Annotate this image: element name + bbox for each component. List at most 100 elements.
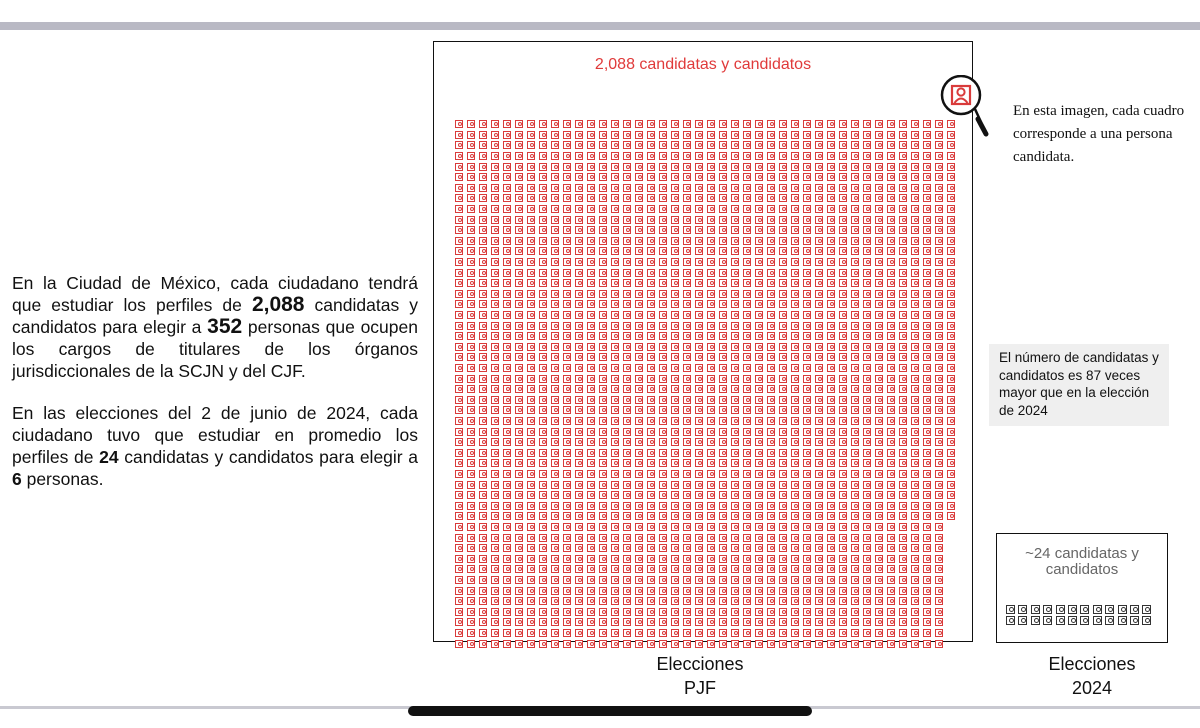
candidate-square [935, 459, 943, 468]
candidate-square [479, 258, 487, 266]
candidate-square [479, 332, 487, 341]
candidate-square [599, 448, 607, 457]
candidate-square [623, 300, 631, 309]
candidate-square [923, 501, 931, 510]
candidate-square [755, 364, 763, 372]
candidate-square-2024 [1068, 605, 1077, 614]
candidate-square [671, 417, 679, 425]
candidate-square [887, 374, 895, 383]
candidate-square [491, 597, 499, 606]
candidate-square [467, 427, 475, 436]
candidate-square [671, 311, 679, 319]
candidate-square [551, 523, 559, 531]
candidate-square [875, 374, 883, 383]
candidate-square [815, 141, 823, 150]
candidate-square [887, 501, 895, 510]
candidate-square [911, 639, 919, 648]
candidate-square [779, 459, 787, 468]
candidate-square [731, 523, 739, 531]
candidate-square [623, 533, 631, 542]
candidate-square [587, 332, 595, 341]
candidate-square [731, 459, 739, 468]
candidate-square [455, 395, 463, 404]
candidate-square [599, 300, 607, 309]
candidate-square [671, 406, 679, 415]
candidate-square [635, 597, 643, 606]
candidate-square [527, 491, 535, 500]
candidate-square [791, 385, 799, 394]
candidate-square [803, 130, 811, 139]
candidate-square [923, 395, 931, 404]
candidate-square [527, 607, 535, 616]
candidate-square [707, 226, 715, 235]
candidate-square [515, 554, 523, 563]
candidate-square [491, 438, 499, 447]
candidate-square [539, 173, 547, 182]
candidate-square [671, 554, 679, 563]
candidate-square [563, 236, 571, 245]
candidate-square [611, 321, 619, 330]
candidate-square [539, 544, 547, 553]
candidate-square [455, 321, 463, 330]
candidate-square [659, 438, 667, 447]
candidate-square [455, 491, 463, 500]
candidate-square [467, 607, 475, 616]
candidate-square [911, 183, 919, 192]
candidate-square [923, 205, 931, 213]
candidate-square [923, 300, 931, 309]
candidate-square [923, 459, 931, 468]
candidate-square [947, 130, 955, 139]
candidate-square [767, 491, 775, 500]
candidate-square [839, 618, 847, 627]
candidate-square [911, 120, 919, 129]
candidate-square [755, 321, 763, 330]
candidate-square [911, 226, 919, 235]
candidate-square [923, 226, 931, 235]
candidate-square [587, 480, 595, 489]
candidate-square [755, 258, 763, 266]
candidate-square [671, 544, 679, 553]
candidate-square [539, 618, 547, 627]
candidate-square [935, 183, 943, 192]
candidate-square [551, 576, 559, 584]
candidate-square [671, 491, 679, 500]
candidate-square [779, 427, 787, 436]
candidate-square [935, 565, 943, 574]
candidate-square [467, 120, 475, 129]
candidate-square [731, 586, 739, 595]
candidate-square [911, 162, 919, 171]
candidate-square [875, 639, 883, 648]
candidate-square [563, 480, 571, 489]
candidate-square [575, 374, 583, 383]
candidate-square [695, 258, 703, 266]
candidate-square [515, 215, 523, 224]
candidate-square [455, 597, 463, 606]
candidate-square [827, 629, 835, 637]
candidate-square [527, 332, 535, 341]
home-indicator[interactable] [408, 706, 812, 716]
candidate-square [635, 459, 643, 468]
candidate-square [863, 544, 871, 553]
candidate-square [479, 438, 487, 447]
candidate-square [731, 120, 739, 129]
candidate-square [791, 226, 799, 235]
candidate-square [839, 523, 847, 531]
label-elecciones-pjf: Elecciones PJF [600, 652, 800, 700]
candidate-square [563, 364, 571, 372]
candidate-square [659, 205, 667, 213]
candidate-square [539, 597, 547, 606]
candidate-square [455, 173, 463, 182]
candidate-square [587, 183, 595, 192]
candidate-square [839, 533, 847, 542]
candidate-square [647, 533, 655, 542]
candidate-square [635, 480, 643, 489]
candidate-square [707, 501, 715, 510]
candidate-square [707, 512, 715, 521]
candidate-square [503, 406, 511, 415]
candidate-square [695, 395, 703, 404]
candidate-square [491, 120, 499, 129]
candidate-square [923, 342, 931, 351]
candidate-square [839, 152, 847, 160]
candidate-square [671, 268, 679, 277]
candidate-square [491, 332, 499, 341]
